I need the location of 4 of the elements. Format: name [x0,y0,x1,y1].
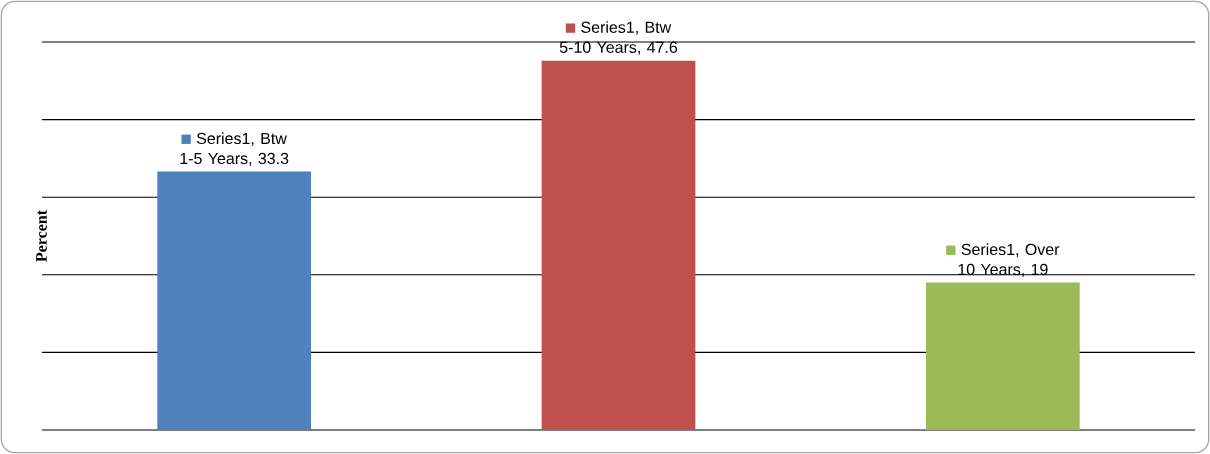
data-label: Series1, Over 10 Years, 19 [958,243,1060,277]
data-label: Series1, Btw 5-10 Years, 47.6 [559,21,678,55]
y-axis-title: Percent [36,210,47,262]
data-label: Series1, Btw 1-5 Years, 33.3 [180,132,289,166]
